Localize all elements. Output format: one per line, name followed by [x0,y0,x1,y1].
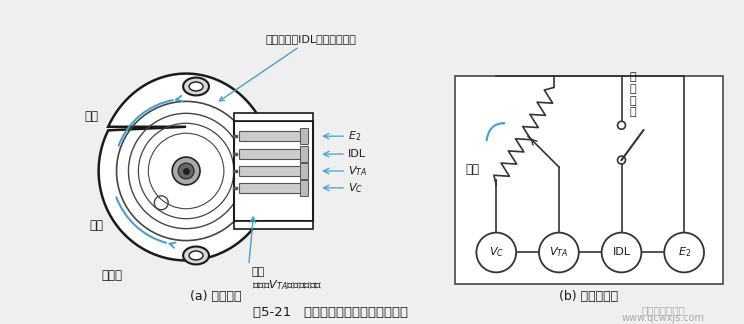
Circle shape [476,233,516,272]
Text: $E_2$: $E_2$ [348,129,362,143]
Text: 滑尺（用于IDL信号的触点）: 滑尺（用于IDL信号的触点） [219,34,356,101]
Text: $E_2$: $E_2$ [678,246,690,260]
Circle shape [618,156,626,164]
Bar [239,131,308,141]
Bar [301,163,308,179]
Bar [239,183,308,193]
Bar [455,75,723,284]
Text: IDL: IDL [348,149,366,159]
Text: (a) 内部结构: (a) 内部结构 [190,290,242,303]
Text: 怠
速
开
关: 怠 速 开 关 [629,73,636,117]
Ellipse shape [189,251,203,260]
Text: 汽车维修技术网: 汽车维修技术网 [641,305,685,315]
Bar [239,166,308,176]
FancyArrowPatch shape [487,123,504,140]
Polygon shape [99,74,274,260]
Text: 全开: 全开 [466,164,479,177]
Text: (b) 结构示意图: (b) 结构示意图 [559,290,618,303]
Text: $V_C$: $V_C$ [489,246,504,260]
Bar [234,121,313,221]
Bar [301,146,308,162]
Circle shape [618,121,626,129]
Ellipse shape [189,82,203,91]
Text: IDL: IDL [612,248,630,258]
Bar [234,113,313,121]
Text: 电阻器: 电阻器 [101,269,122,282]
Bar [301,128,308,144]
Text: 打开: 打开 [89,219,103,232]
Ellipse shape [183,247,209,264]
Bar [234,221,313,229]
Text: 关闭: 关闭 [85,110,99,123]
Text: $V_{TA}$: $V_{TA}$ [549,246,568,260]
Circle shape [539,233,579,272]
Circle shape [664,233,704,272]
Circle shape [178,163,194,179]
Text: 图5-21   节气门位置传感器的工作原理: 图5-21 节气门位置传感器的工作原理 [253,306,408,318]
Text: $V_C$: $V_C$ [348,181,363,195]
Circle shape [602,233,641,272]
Ellipse shape [183,77,209,96]
Text: （用于$V_{TA}$信号的触点）: （用于$V_{TA}$信号的触点） [251,278,322,292]
Bar [301,180,308,196]
Bar [239,149,308,159]
Text: www.qcwxjs.com: www.qcwxjs.com [622,313,705,323]
Text: 滑尺: 滑尺 [251,267,265,277]
Text: $V_{TA}$: $V_{TA}$ [348,164,368,178]
Circle shape [172,157,200,185]
